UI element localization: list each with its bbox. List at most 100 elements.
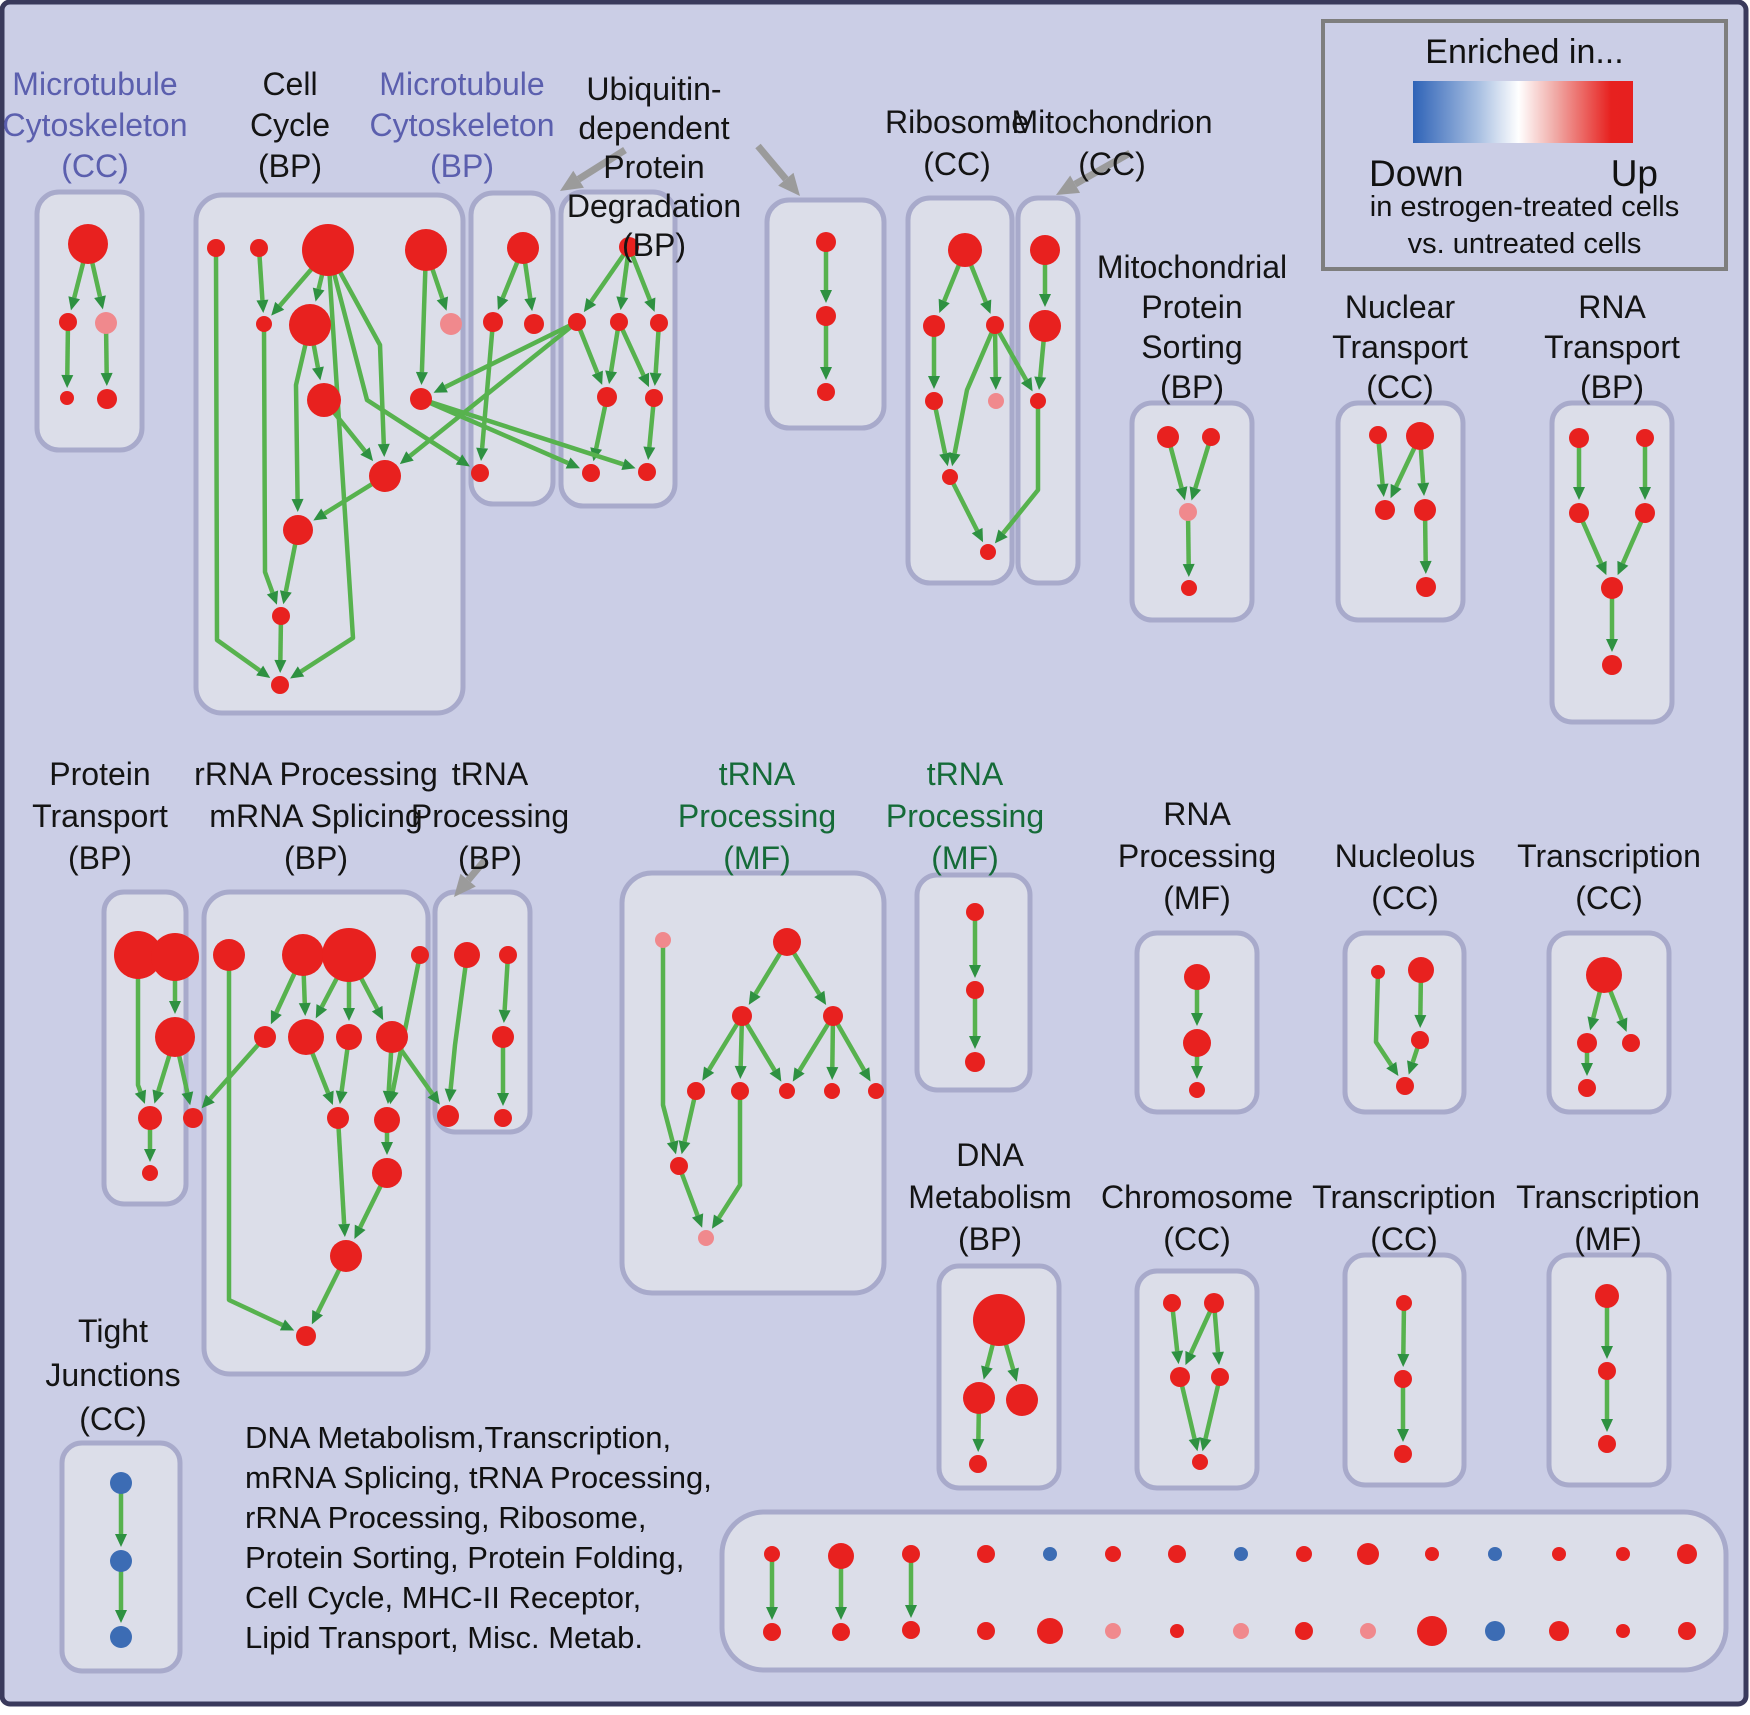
pointer-arrow-head — [1056, 175, 1081, 195]
go-term-node-up — [296, 1326, 316, 1346]
edge-head — [980, 299, 992, 314]
go-term-node-up — [823, 1006, 843, 1026]
go-term-node-weak-up — [655, 932, 671, 948]
cluster-label-transcription-cc2: Transcription (CC) — [1517, 838, 1701, 916]
edge-head — [61, 374, 74, 389]
cluster-label-line: Junctions — [45, 1357, 180, 1393]
go-term-node-up — [568, 313, 586, 331]
go-term-node-up — [582, 464, 600, 482]
go-term-node-up — [492, 1026, 514, 1048]
edge-head — [1417, 482, 1430, 497]
edge-head — [1376, 483, 1389, 498]
rrna-mrna-box — [201, 889, 431, 1377]
misc-box — [719, 1509, 1729, 1673]
cross-cluster-edge — [1001, 401, 1041, 535]
edge-head — [415, 371, 428, 386]
go-term-node-up — [1569, 428, 1589, 448]
legend-title: Enriched in... — [1425, 33, 1624, 71]
cluster-label-line: (CC) — [1371, 880, 1439, 916]
go-term-node-up — [1622, 1034, 1640, 1052]
cluster-label-line: (BP) — [1160, 369, 1224, 405]
edge-head — [311, 1310, 323, 1325]
pointer-arrow — [465, 857, 488, 883]
microtubule-cc-box — [34, 189, 145, 453]
go-term-node-up — [1183, 1029, 1211, 1057]
go-term-node-up — [369, 460, 401, 492]
go-term-node-up — [645, 389, 663, 407]
edge-head — [1386, 1061, 1399, 1076]
edge-head — [948, 452, 961, 467]
cross-cluster-edge-head — [565, 457, 580, 469]
go-term-node-up — [1601, 577, 1623, 599]
go-term-node-up — [376, 1021, 408, 1053]
edge-head — [972, 1438, 985, 1453]
edge-head — [498, 1009, 511, 1024]
merged-clusters-caption: DNA Metabolism,Transcription, mRNA Splic… — [245, 1418, 712, 1658]
go-term-node-up — [454, 942, 480, 968]
cluster-label-transcription-mf: Transcription (MF) — [1516, 1179, 1700, 1257]
go-term-node-up — [336, 1024, 362, 1050]
go-term-node-up — [250, 239, 268, 257]
edge-head — [115, 1534, 127, 1547]
go-term-node-up — [272, 607, 290, 625]
go-term-node-up — [973, 1294, 1025, 1346]
go-term-node-up — [1105, 1546, 1121, 1562]
go-term-node-up — [1189, 1082, 1205, 1098]
edge-head — [826, 1066, 839, 1081]
edge-head — [1189, 486, 1202, 501]
go-term-node-up — [731, 1082, 749, 1100]
cluster-label-line: Tight — [78, 1313, 148, 1349]
edge-head — [298, 1002, 311, 1017]
cluster-label-line: Transport — [1544, 329, 1680, 365]
go-term-node-up — [1417, 1616, 1447, 1646]
go-term-node-up — [254, 1026, 276, 1048]
edge — [135, 955, 143, 1093]
go-term-node-up — [507, 232, 539, 264]
cluster-label-line: RNA — [1578, 289, 1646, 325]
caption-line: DNA Metabolism,Transcription, — [245, 1420, 672, 1455]
go-term-node-up — [942, 469, 958, 485]
edge-head — [343, 1008, 355, 1021]
go-term-node-up — [816, 232, 836, 252]
edge — [335, 1117, 347, 1225]
edge-head — [436, 296, 449, 311]
edge-head — [279, 1319, 295, 1331]
edge — [740, 1014, 777, 1072]
microtubule-bp-box — [468, 190, 556, 507]
cluster-label-line: Processing — [1118, 838, 1276, 874]
edge-head — [382, 1090, 395, 1105]
edge — [1203, 1376, 1223, 1440]
go-term-node-up — [327, 1107, 349, 1129]
cluster-label-line: rRNA Processing — [194, 756, 438, 792]
go-term-node-up — [1202, 428, 1220, 446]
go-term-node-up — [471, 464, 489, 482]
edge-head — [144, 1149, 156, 1162]
go-term-node-down — [110, 1550, 132, 1572]
edge-head — [1581, 1063, 1593, 1076]
go-term-node-up — [868, 1083, 884, 1099]
edge-head — [1573, 487, 1585, 500]
go-term-node-weak-up — [988, 393, 1004, 409]
edge-head — [748, 990, 761, 1005]
go-term-node-up — [68, 224, 108, 264]
edge-head — [524, 297, 537, 312]
go-term-node-down — [1485, 1621, 1505, 1641]
edge-head — [1397, 1429, 1409, 1442]
cluster-label-line: Ubiquitin- — [586, 71, 721, 107]
edge-head — [1191, 1066, 1203, 1079]
edge-head — [354, 1224, 366, 1239]
edge-head — [666, 1140, 679, 1155]
go-term-node-up — [610, 313, 628, 331]
cluster-label-line: Cell — [262, 66, 317, 102]
edge-head — [1039, 294, 1051, 307]
go-term-node-up — [966, 903, 984, 921]
go-term-node-up — [1037, 1618, 1063, 1644]
edge-head — [711, 1214, 725, 1229]
go-term-node-up — [1677, 1544, 1697, 1564]
cluster-label-line: Nucleolus — [1335, 838, 1476, 874]
edge — [390, 954, 423, 1093]
edge-head — [1414, 1014, 1427, 1029]
cluster-label-dna-metabolism: DNA Metabolism (BP) — [908, 1137, 1072, 1257]
edge-head — [1034, 376, 1047, 391]
go-term-node-up — [1635, 503, 1655, 523]
